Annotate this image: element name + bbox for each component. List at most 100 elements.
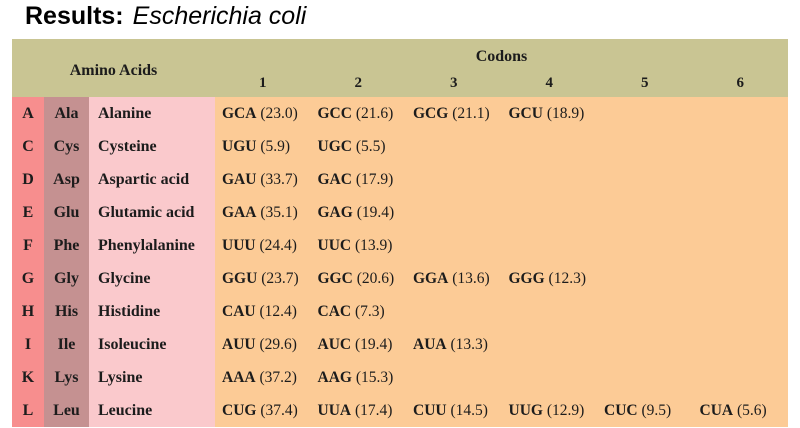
- codon-cell: UGC (5.5): [311, 130, 407, 163]
- codon-cells: AAA (37.2) AAG (15.3): [215, 361, 788, 394]
- amino-name-cell: Glutamic acid: [89, 196, 215, 229]
- codon-frequency: (13.3): [446, 335, 488, 353]
- codon-name: UUU: [222, 236, 256, 254]
- amino-name: Leucine: [98, 401, 153, 419]
- codon-cell: [693, 295, 789, 328]
- amino-name: Cysteine: [98, 137, 157, 155]
- amino-name: Glycine: [98, 269, 151, 287]
- amino-letter: A: [22, 104, 34, 122]
- table-row: C Cys Cysteine UGU (5.9) UGC (5.5): [12, 130, 788, 163]
- codon-cell: AUA (13.3): [406, 328, 502, 361]
- codon-cell: [406, 295, 502, 328]
- table-header: Amino Acids Codons 1 2 3 4 5 6: [12, 39, 788, 97]
- table-row: L Leu Leucine CUG (37.4) UUA (17.4) CUU (1…: [12, 394, 788, 427]
- amino-name-cell: Leucine: [89, 394, 215, 427]
- amino-abbr-cell: Leu: [44, 394, 89, 427]
- amino-letter-cell: E: [12, 196, 44, 229]
- codon-name: AUU: [222, 335, 256, 353]
- codon-column-number: 2: [354, 75, 363, 91]
- codon-name: UUG: [508, 401, 543, 419]
- codon-cell: CUC (9.5): [597, 394, 693, 427]
- codon-frequency: (23.0): [256, 104, 298, 122]
- table-row: F Phe Phenylalanine UUU (24.4) UUC (13.9): [12, 229, 788, 262]
- codon-cell: [597, 229, 693, 262]
- codon-name: CUU: [413, 401, 447, 419]
- amino-name: Glutamic acid: [98, 203, 195, 221]
- codon-column-number: 1: [259, 75, 267, 91]
- codon-number-row: 1 2 3 4 5 6: [215, 70, 788, 97]
- codon-name: CAU: [222, 302, 256, 320]
- codon-cells: AUU (29.6) AUC (19.4) AUA (13.3): [215, 328, 788, 361]
- codon-cell: [502, 361, 598, 394]
- codon-cell: GCU (18.9): [502, 97, 598, 130]
- codon-name: CAC: [317, 302, 352, 320]
- amino-name-cell: Glycine: [89, 262, 215, 295]
- amino-abbr-cell: His: [44, 295, 89, 328]
- amino-acids-header: Amino Acids: [69, 62, 158, 79]
- amino-letter: D: [22, 170, 34, 188]
- amino-abbr-cell: Asp: [44, 163, 89, 196]
- amino-abbr: His: [54, 302, 79, 320]
- codon-cell: UUG (12.9): [502, 394, 598, 427]
- codon-frequency: (13.6): [448, 269, 490, 287]
- amino-abbr-cell: Lys: [44, 361, 89, 394]
- amino-name-cell: Lysine: [89, 361, 215, 394]
- codon-name: AAG: [317, 368, 352, 386]
- codon-column-number: 5: [641, 75, 649, 91]
- codon-cell: [406, 229, 502, 262]
- codon-frequency: (12.9): [542, 401, 585, 419]
- amino-letter: L: [22, 401, 34, 419]
- codon-name: GAG: [317, 203, 353, 221]
- codon-cell: AUC (19.4): [311, 328, 407, 361]
- codon-cell: GCC (21.6): [311, 97, 407, 130]
- amino-letter-cell: C: [12, 130, 44, 163]
- codon-name: GGU: [222, 269, 258, 287]
- codon-cell: [597, 196, 693, 229]
- amino-letter-cell: A: [12, 97, 44, 130]
- codon-name: GCA: [222, 104, 257, 122]
- codon-name: GGG: [508, 269, 545, 287]
- codon-name: CUG: [222, 401, 257, 419]
- codon-cell: [502, 295, 598, 328]
- codon-frequency: (14.5): [446, 401, 488, 419]
- codon-frequency: (19.4): [352, 203, 395, 221]
- codon-frequency: (33.7): [256, 170, 298, 188]
- codon-name: GCG: [413, 104, 449, 122]
- codon-cell: GAG (19.4): [311, 196, 407, 229]
- codon-cell: GAC (17.9): [311, 163, 407, 196]
- amino-letter: C: [22, 137, 34, 155]
- codon-column-number: 3: [450, 75, 458, 91]
- codon-frequency: (13.9): [351, 236, 393, 254]
- codon-frequency: (5.9): [256, 137, 291, 155]
- amino-letter-cell: H: [12, 295, 44, 328]
- codon-frequency: (19.4): [351, 335, 393, 353]
- amino-name-cell: Histidine: [89, 295, 215, 328]
- codon-name: GAA: [222, 203, 257, 221]
- amino-abbr: Leu: [53, 401, 80, 419]
- amino-abbr: Lys: [54, 368, 79, 386]
- amino-letter: K: [21, 368, 35, 386]
- codon-cell: [502, 196, 598, 229]
- amino-name: Isoleucine: [98, 335, 167, 353]
- codon-frequency: (17.9): [351, 170, 394, 188]
- codon-cell: GGA (13.6): [406, 262, 502, 295]
- amino-letter: F: [23, 236, 33, 254]
- table-body: A Ala Alanine GCA (23.0) GCC (21.6) GCG (2…: [12, 97, 788, 427]
- codon-cell: GCG (21.1): [406, 97, 502, 130]
- codon-cells: CUG (37.4) UUA (17.4) CUU (14.5) UUG (12.9)…: [215, 394, 788, 427]
- codons-header-label: Codons: [475, 47, 528, 65]
- codon-name: CUC: [604, 401, 638, 419]
- codon-cell: [597, 328, 693, 361]
- amino-abbr: Gly: [54, 269, 79, 287]
- codon-frequency: (15.3): [351, 368, 394, 386]
- amino-abbr-cell: Gly: [44, 262, 89, 295]
- amino-letter-cell: F: [12, 229, 44, 262]
- codon-name: UGU: [222, 137, 257, 155]
- codon-cell: CAU (12.4): [215, 295, 311, 328]
- codon-cell: [406, 163, 502, 196]
- codon-cell: UUU (24.4): [215, 229, 311, 262]
- codon-cell: UGU (5.9): [215, 130, 311, 163]
- codon-frequency: (9.5): [637, 401, 672, 419]
- codon-cell: CUU (14.5): [406, 394, 502, 427]
